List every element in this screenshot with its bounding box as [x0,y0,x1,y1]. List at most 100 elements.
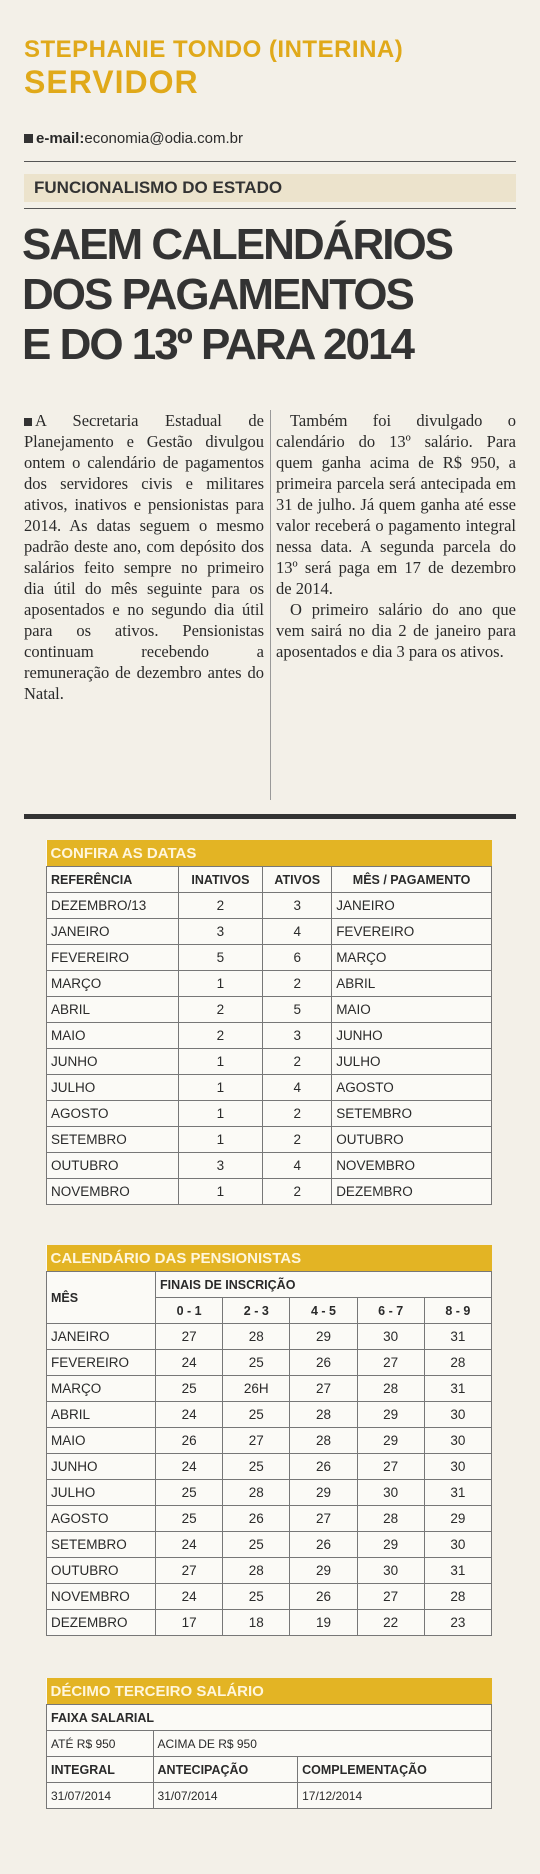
cell: JANEIRO [46,1323,156,1350]
cell: NOVEMBRO [331,1152,492,1179]
cell: JANEIRO [331,892,492,919]
cell: 27 [154,1557,224,1584]
table-row: MARÇO 1 2 ABRIL [46,970,492,997]
cell: 26H [222,1375,291,1402]
column-header: 6 - 7 [356,1297,425,1324]
paragraph: O primeiro salário do ano que vem sairá … [276,600,516,661]
column-header: REFERÊNCIA [46,866,179,893]
cell: 4 [262,1152,333,1179]
email[interactable]: economia@odia.com.br [84,130,243,147]
cell: JANEIRO [46,918,179,945]
cell: 29 [289,1479,358,1506]
column-header: FAIXA SALARIAL [46,1704,492,1731]
cell: 2 [262,1126,333,1153]
table-title: DÉCIMO TERCEIRO SALÁRIO [46,1678,492,1705]
cell: 28 [356,1505,425,1532]
cell: 30 [423,1531,493,1558]
cell: MARÇO [46,1375,156,1402]
column-header: 2 - 3 [222,1297,291,1324]
column-header: 8 - 9 [423,1297,493,1324]
cell: JUNHO [331,1022,492,1049]
cell: 26 [289,1349,358,1376]
cell: 1 [177,970,264,997]
cell: SETEMBRO [46,1126,179,1153]
cell: FEVEREIRO [46,1349,156,1376]
pension-table: CALENDÁRIO DAS PENSIONISTAS MÊS FINAIS DE … [46,1245,493,1636]
article-body: A Secretaria Estadual de Planejamento e … [24,410,516,800]
table-row: JANEIRO 3 4 FEVEREIRO [46,918,492,945]
cell: 30 [423,1453,493,1480]
table-row: JULHO 25 28 29 30 31 [46,1479,493,1506]
table-title: CALENDÁRIO DAS PENSIONISTAS [46,1245,492,1272]
cell: 27 [289,1505,358,1532]
cell: DEZEMBRO/13 [46,892,179,919]
cell: JULHO [331,1048,492,1075]
cell: 4 [262,1074,333,1101]
cell: AGOSTO [46,1505,156,1532]
cell: MAIO [331,996,492,1023]
cell: 25 [154,1505,224,1532]
cell: 29 [289,1557,358,1584]
column-header: 4 - 5 [289,1297,358,1324]
column-header: MÊS [46,1271,156,1324]
author: STEPHANIE TONDO (INTERINA) [24,36,404,63]
cell: 22 [356,1609,425,1636]
cell: 25 [222,1401,291,1428]
cell: 27 [289,1375,358,1402]
cell: 2 [177,1022,264,1049]
cell: JUNHO [46,1048,179,1075]
cell: SETEMBRO [331,1100,492,1127]
table-row: MAIO 2 3 JUNHO [46,1022,492,1049]
cell: 27 [356,1349,425,1376]
cell: 1 [177,1126,264,1153]
cell: AGOSTO [46,1100,179,1127]
table-row: JUNHO 1 2 JULHO [46,1048,492,1075]
cell: DEZEMBRO [46,1609,156,1636]
cell: OUTUBRO [46,1557,156,1584]
cell: 25 [222,1583,291,1610]
cell: 3 [177,918,264,945]
cell: 2 [262,1048,333,1075]
email-label: e-mail: [36,130,85,147]
table-row: NOVEMBRO 1 2 DEZEMBRO [46,1178,492,1205]
cell: 19 [289,1609,358,1636]
title-row: CONFIRA AS DATAS [46,840,492,867]
cell: SETEMBRO [46,1531,156,1558]
range: ATÉ R$ 950 [46,1730,154,1757]
column-header: MÊS / PAGAMENTO [331,866,492,893]
cell: 27 [222,1427,291,1454]
table-row: SETEMBRO 1 2 OUTUBRO [46,1126,492,1153]
table-row: MARÇO 25 26H 27 28 31 [46,1375,493,1402]
cell: 2 [262,1100,333,1127]
rule [24,208,516,209]
cell: 5 [177,944,264,971]
cell: MAIO [46,1022,179,1049]
cell: 5 [262,996,333,1023]
cell: 28 [356,1375,425,1402]
cell: 30 [356,1323,425,1350]
cell: 24 [154,1531,224,1558]
range: ACIMA DE R$ 950 [152,1730,493,1757]
column-header: ANTECIPAÇÃO [152,1756,299,1783]
cell: 28 [289,1427,358,1454]
table-row: SETEMBRO 24 25 26 29 30 [46,1531,493,1558]
cell: 29 [356,1401,425,1428]
cell: OUTUBRO [46,1152,179,1179]
column-header: INTEGRAL [46,1756,154,1783]
cell: ABRIL [331,970,492,997]
header-row: MÊS FINAIS DE INSCRIÇÃO [46,1271,492,1324]
cell: 25 [154,1375,224,1402]
cell: 1 [177,1178,264,1205]
paragraph: Também foi divulgado o calendário do 13º… [276,411,516,598]
cell: 25 [222,1531,291,1558]
cell: 31 [423,1557,493,1584]
cell: 28 [423,1583,493,1610]
section-label: FUNCIONALISMO DO ESTADO [24,174,516,202]
table-row: JULHO 1 4 AGOSTO [46,1074,492,1101]
cell: 26 [289,1453,358,1480]
cell: JULHO [46,1479,156,1506]
cell: MAIO [46,1427,156,1454]
cell: 18 [222,1609,291,1636]
